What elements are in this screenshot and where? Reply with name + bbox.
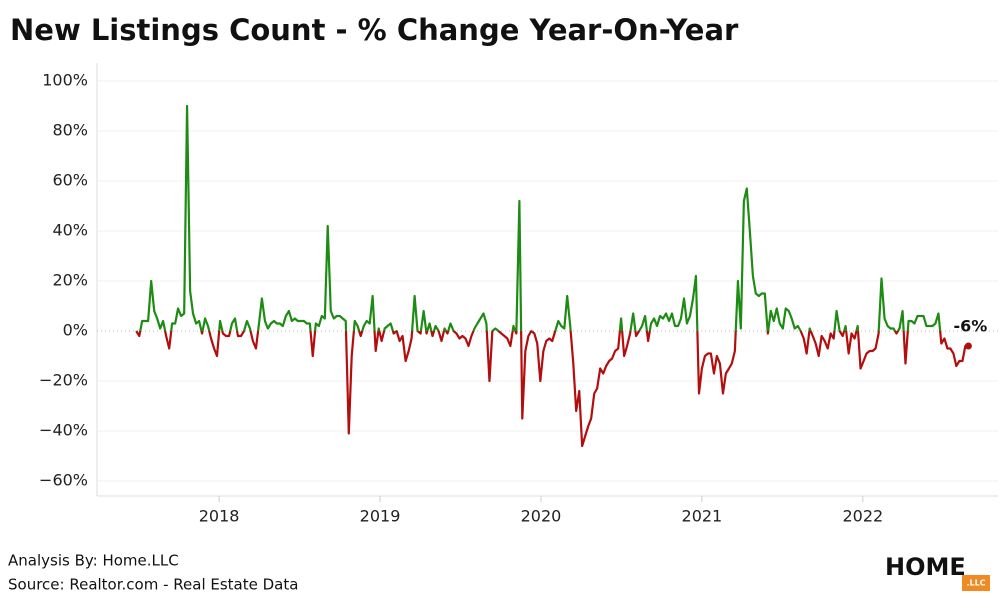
end-label: -6% — [953, 317, 987, 336]
x-tick-label: 2019 — [360, 507, 401, 526]
y-tick-label: 20% — [52, 271, 88, 290]
y-tick-label: 40% — [52, 221, 88, 240]
y-tick-label: 100% — [42, 71, 88, 90]
logo-main: HOME — [885, 553, 966, 581]
y-tick-label: 60% — [52, 171, 88, 190]
x-tick-label: 2020 — [521, 507, 562, 526]
y-tick-label: −40% — [39, 421, 88, 440]
logo-sub: .LLC — [966, 579, 985, 588]
x-tick-label: 2018 — [199, 507, 240, 526]
end-point — [964, 342, 972, 350]
footer-source: Source: Realtor.com - Real Estate Data — [8, 576, 298, 594]
y-tick-label: −60% — [39, 471, 88, 490]
chart-title: New Listings Count - % Change Year-On-Ye… — [10, 13, 739, 47]
y-tick-label: 0% — [63, 321, 88, 340]
y-tick-label: 80% — [52, 121, 88, 140]
y-tick-label: −20% — [39, 371, 88, 390]
logo-box — [962, 575, 990, 591]
footer-analysis: Analysis By: Home.LLC — [8, 552, 179, 570]
x-tick-label: 2021 — [682, 507, 723, 526]
data-line — [135, 104, 969, 448]
x-tick-label: 2022 — [842, 507, 883, 526]
